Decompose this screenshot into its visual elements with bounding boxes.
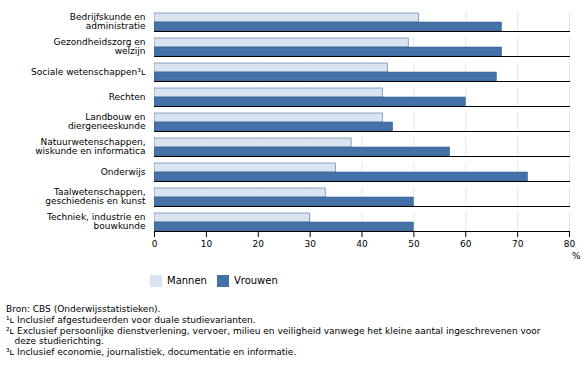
svg-text:Sociale wetenschappen³ʟ: Sociale wetenschappen³ʟ xyxy=(31,67,146,77)
svg-text:60: 60 xyxy=(460,239,472,249)
svg-text:10: 10 xyxy=(201,239,213,249)
svg-text:Bedrijfskunde enadministratie: Bedrijfskunde enadministratie xyxy=(70,12,146,31)
svg-text:70: 70 xyxy=(512,239,524,249)
svg-text:Taalwetenschappen,geschiedenis: Taalwetenschappen,geschiedenis en kunst xyxy=(45,187,146,206)
html-text:Vrouwen: Vrouwen xyxy=(233,275,278,286)
svg-text:Gezondheidszorg enwelzijn: Gezondheidszorg enwelzijn xyxy=(54,37,146,56)
svg-text:Techniek, industrie enbouwkund: Techniek, industrie enbouwkunde xyxy=(46,212,146,231)
svg-text:20: 20 xyxy=(253,239,265,249)
html-text:³ʟ Inclusief economie, journal: ³ʟ Inclusief economie, journalistiek, do… xyxy=(6,347,297,358)
html-text:²ʟ Exclusief persoonlijke dien: ²ʟ Exclusief persoonlijke dienstverlenin… xyxy=(6,325,541,347)
html-text:Bron: CBS (Onderwijsstatistiek: Bron: CBS (Onderwijsstatistieken). xyxy=(6,304,161,314)
svg-text:Landbouw endiergeneeskunde: Landbouw endiergeneeskunde xyxy=(68,112,146,131)
html-text:Mannen: Mannen xyxy=(167,275,207,286)
html-text:¹ʟ Inclusief afgestudeerden vo: ¹ʟ Inclusief afgestudeerden voor duale s… xyxy=(6,314,256,325)
svg-text:Rechten: Rechten xyxy=(109,92,146,102)
svg-text:40: 40 xyxy=(356,239,368,249)
svg-text:Natuurwetenschappen,wiskunde e: Natuurwetenschappen,wiskunde en informat… xyxy=(35,137,145,156)
svg-text:0: 0 xyxy=(152,239,158,249)
svg-text:80: 80 xyxy=(564,239,576,249)
svg-text:%: % xyxy=(572,251,581,261)
svg-text:50: 50 xyxy=(408,239,420,249)
svg-text:30: 30 xyxy=(304,239,316,249)
svg-text:Onderwijs: Onderwijs xyxy=(101,167,146,177)
